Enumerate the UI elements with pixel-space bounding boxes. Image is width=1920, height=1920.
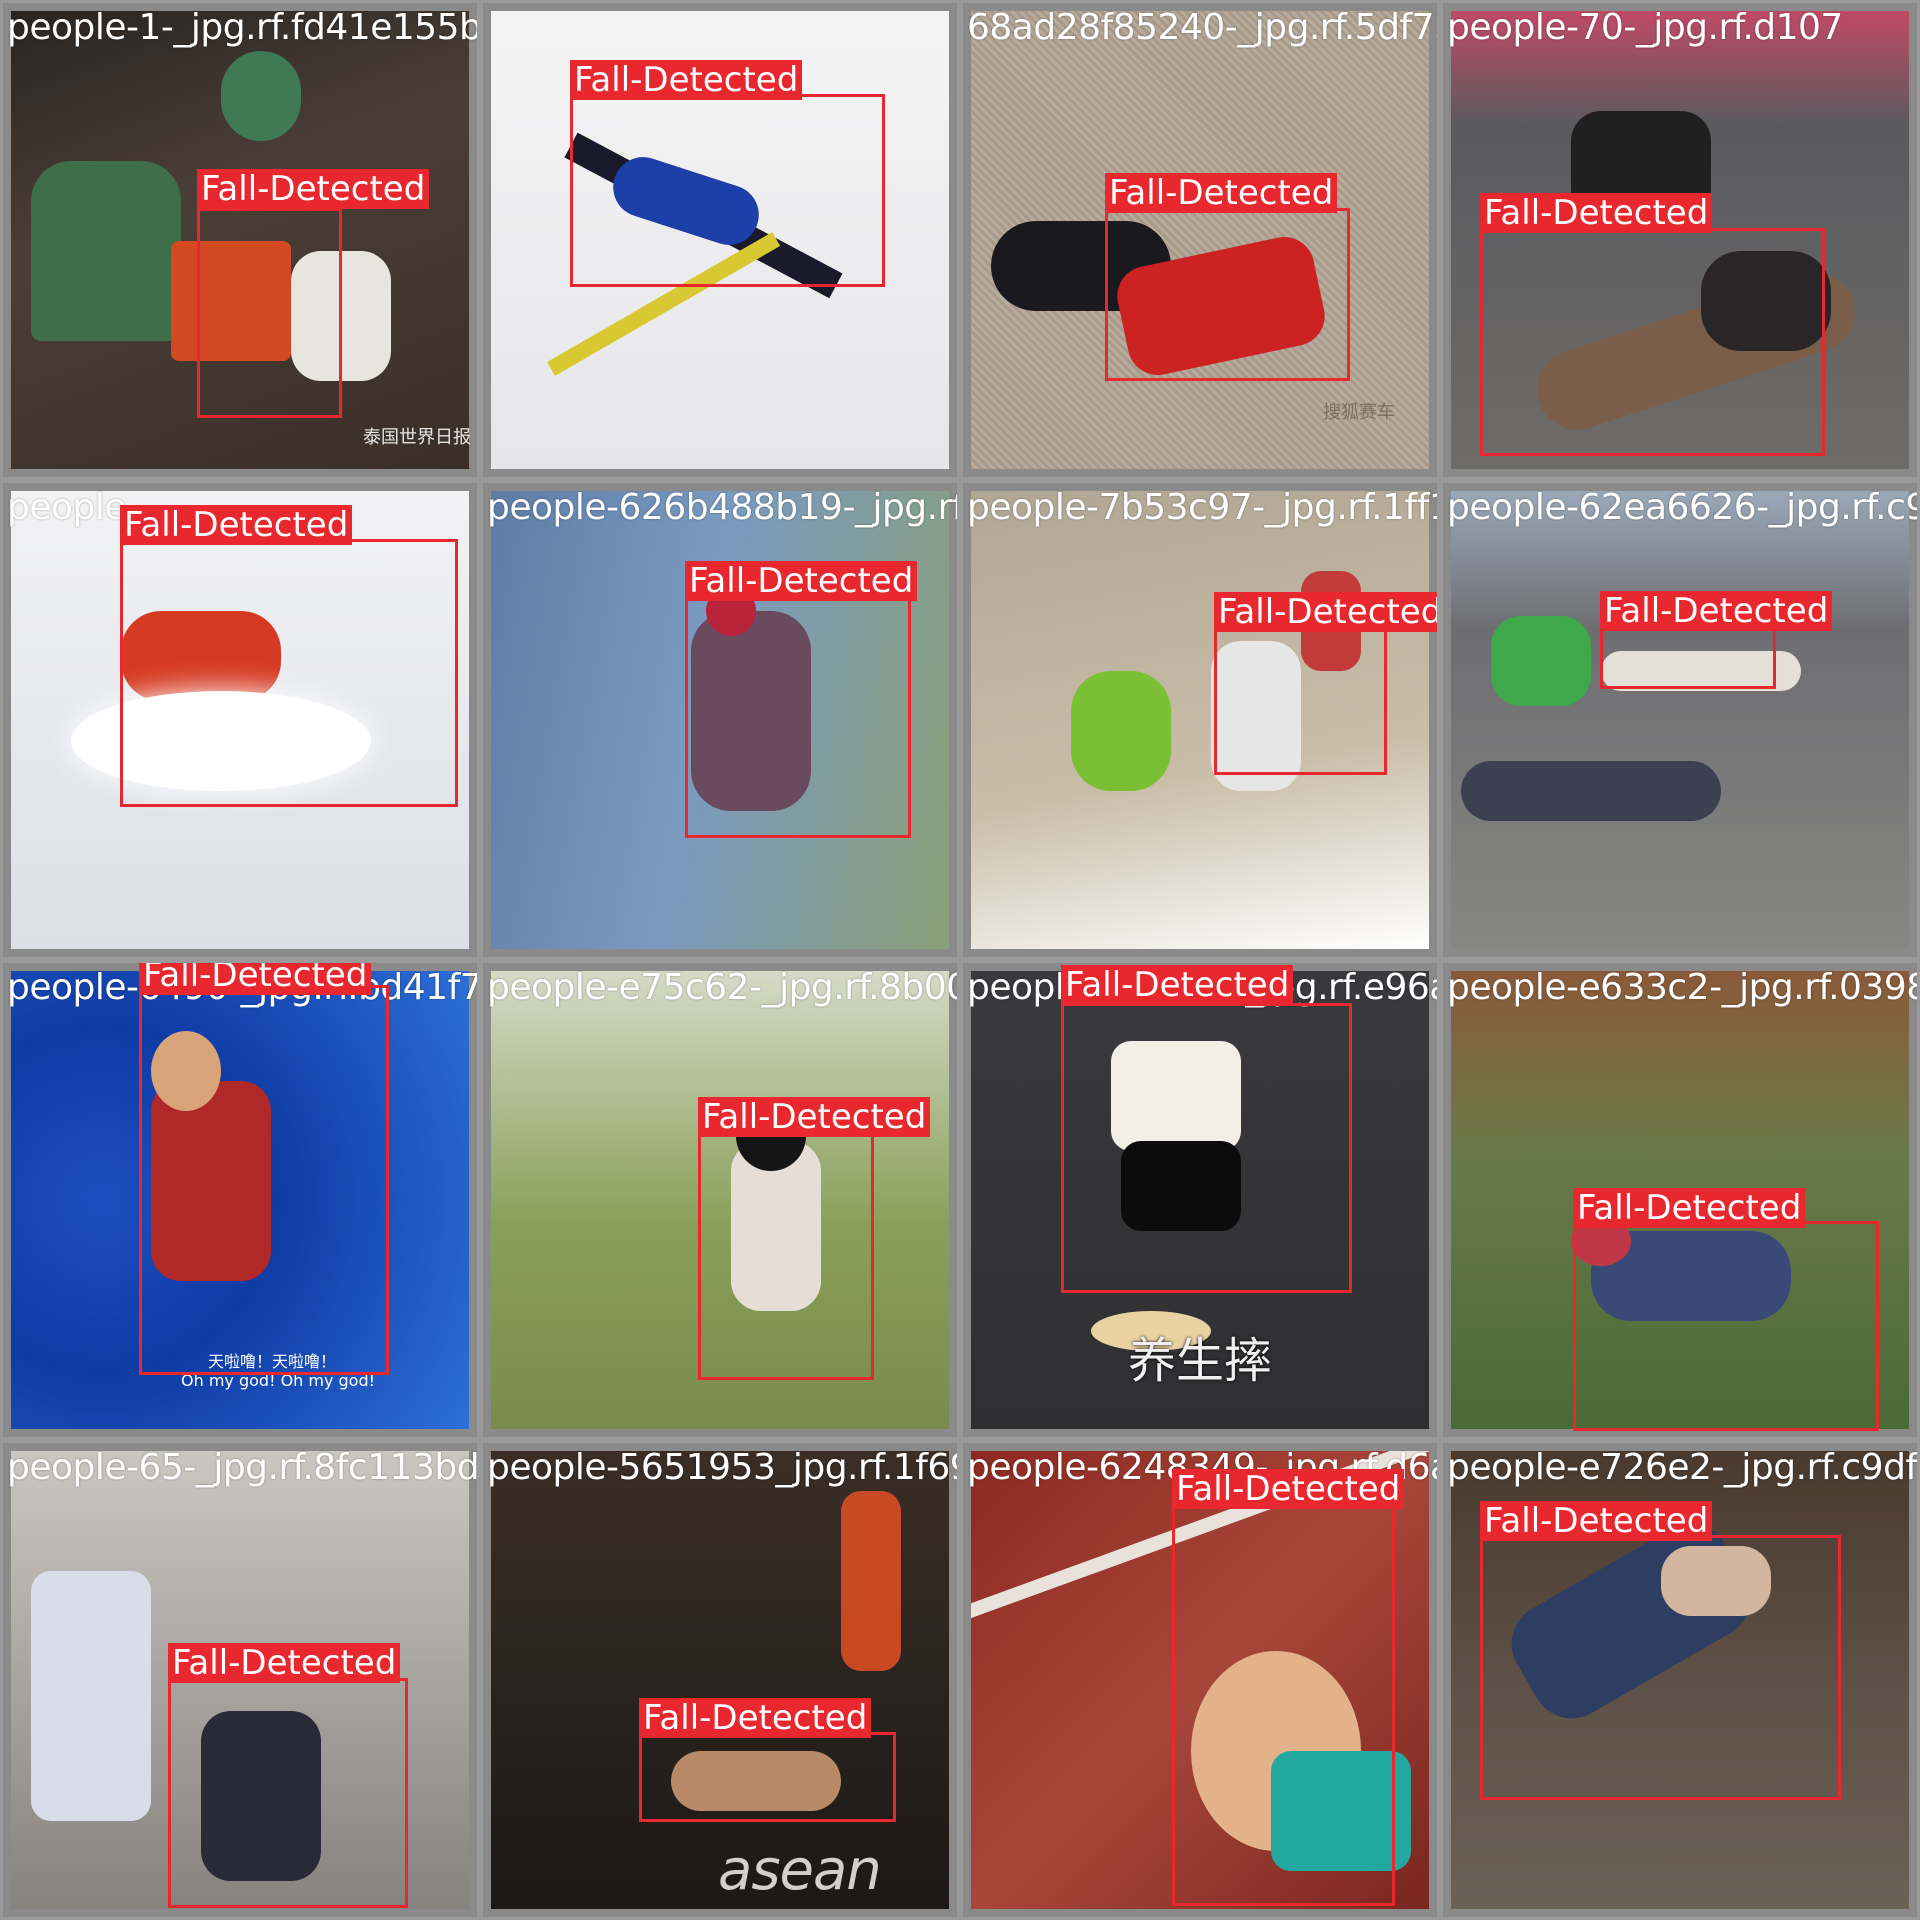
detection-label: Fall-Detected bbox=[698, 1097, 931, 1137]
detection-label: Fall-Detected bbox=[1172, 1469, 1405, 1509]
tile-2: Fall-Detected bbox=[480, 0, 960, 480]
file-name: people-65-_jpg.rf.8fc113bd7 bbox=[7, 1447, 480, 1488]
tile-16: people-e726e2-_jpg.rf.c9dfeb7 Fall-Detec… bbox=[1440, 1440, 1920, 1920]
detection-label: Fall-Detected bbox=[197, 169, 430, 209]
file-name: people-e75c62-_jpg.rf.8b009c9 bbox=[487, 967, 957, 1008]
watermark-text: 泰国世界日报 bbox=[363, 427, 471, 448]
bounding-box bbox=[1480, 228, 1825, 456]
detection-label: Fall-Detected bbox=[120, 505, 353, 545]
tile-15: people-6248349-_jpg.rf.d6a81d3 Fall-Dete… bbox=[960, 1440, 1440, 1920]
bounding-box bbox=[139, 985, 389, 1375]
detection-label: Fall-Detected bbox=[1105, 173, 1338, 213]
asean-watermark: asean bbox=[718, 1838, 882, 1903]
bounding-box bbox=[1600, 628, 1776, 689]
bounding-box bbox=[1172, 1502, 1395, 1906]
file-name: 68ad28f85240-_jpg.rf.5df7324 bbox=[967, 7, 1437, 48]
file-name: people-5651953_jpg.rf.1f690a1 bbox=[487, 1447, 957, 1488]
cn-subtitle: 天啦噜！天啦噜！ bbox=[208, 1352, 337, 1371]
detection-label: Fall-Detected bbox=[1600, 591, 1833, 631]
detection-label: Fall-Detected bbox=[1061, 965, 1294, 1005]
detection-label: Fall-Detected bbox=[1214, 592, 1437, 632]
tile-8: people-62ea6626-_jpg.rf.c9b1c9b Fall-Det… bbox=[1440, 480, 1920, 960]
tile-13: people-65-_jpg.rf.8fc113bd7 Fall-Detecte… bbox=[0, 1440, 480, 1920]
file-name: people-626b488b19-_jpg.rf.834dc8 bbox=[487, 487, 957, 528]
bounding-box bbox=[168, 1678, 408, 1908]
file-name: people-e726e2-_jpg.rf.c9dfeb7 bbox=[1447, 1447, 1918, 1488]
detection-label: Fall-Detected bbox=[570, 60, 803, 100]
bounding-box bbox=[1214, 629, 1387, 775]
file-name: people-7b53c97-_jpg.rf.1ff199de bbox=[967, 487, 1437, 528]
detection-label: Fall-Detected bbox=[168, 1643, 401, 1683]
tile-1: people-1-_jpg.rf.fd41e155b9 Fall-Detecte… bbox=[0, 0, 480, 480]
detection-label: Fall-Detected bbox=[685, 561, 918, 601]
scene-photo bbox=[971, 971, 1429, 1429]
file-name: people-e633c2-_jpg.rf.039896c bbox=[1447, 967, 1917, 1008]
watermark-text: 搜狐赛车 bbox=[1323, 402, 1395, 423]
file-name: people- bbox=[7, 487, 139, 528]
bounding-box bbox=[1480, 1535, 1841, 1800]
file-name: people-62ea6626-_jpg.rf.c9b1c9b bbox=[1447, 487, 1917, 528]
scene-photo bbox=[971, 491, 1429, 949]
bounding-box bbox=[639, 1732, 896, 1822]
scene-photo bbox=[971, 1451, 1429, 1909]
tile-7: people-7b53c97-_jpg.rf.1ff199de Fall-Det… bbox=[960, 480, 1440, 960]
detection-label: Fall-Detected bbox=[1573, 1188, 1806, 1228]
detection-label: Fall-Detected bbox=[1480, 1501, 1713, 1541]
scene-photo bbox=[1451, 491, 1909, 949]
detection-label: Fall-Detected bbox=[639, 1698, 872, 1738]
tile-9: people-6490-_jpg.rf.bd41f75 Fall-Detecte… bbox=[0, 960, 480, 1440]
tile-10: people-e75c62-_jpg.rf.8b009c9 Fall-Detec… bbox=[480, 960, 960, 1440]
chinese-caption: 养生摔 bbox=[1127, 1333, 1272, 1389]
bounding-box bbox=[1105, 208, 1350, 381]
tile-14: people-5651953_jpg.rf.1f690a1 Fall-Detec… bbox=[480, 1440, 960, 1920]
bounding-box bbox=[1573, 1221, 1879, 1431]
detection-label: Fall-Detected bbox=[1480, 193, 1713, 233]
scene-photo bbox=[11, 971, 469, 1429]
scene-photo bbox=[491, 1451, 949, 1909]
tile-3: 68ad28f85240-_jpg.rf.5df7324 Fall-Detect… bbox=[960, 0, 1440, 480]
tile-5: people- Fall-Detected bbox=[0, 480, 480, 960]
en-subtitle: Oh my god! Oh my god! bbox=[181, 1371, 376, 1390]
bounding-box bbox=[698, 1132, 874, 1380]
file-name: people-70-_jpg.rf.d107 bbox=[1447, 7, 1843, 48]
tile-6: people-626b488b19-_jpg.rf.834dc8 Fall-De… bbox=[480, 480, 960, 960]
scene-photo bbox=[11, 11, 469, 469]
tile-11: people-55436b-_jpg.rf.e96a0e8 Fall-Detec… bbox=[960, 960, 1440, 1440]
file-name: people-1-_jpg.rf.fd41e155b9 bbox=[7, 7, 480, 48]
bounding-box bbox=[570, 94, 885, 287]
bounding-box bbox=[1061, 1003, 1352, 1293]
bounding-box bbox=[197, 208, 342, 418]
scene-photo bbox=[971, 11, 1429, 469]
scene-photo bbox=[11, 491, 469, 949]
bounding-box bbox=[120, 539, 458, 807]
detection-label: Fall-Detected bbox=[139, 963, 372, 995]
bounding-box bbox=[685, 596, 911, 838]
tile-4: people-70-_jpg.rf.d107 Fall-Detected bbox=[1440, 0, 1920, 480]
tile-12: people-e633c2-_jpg.rf.039896c Fall-Detec… bbox=[1440, 960, 1920, 1440]
